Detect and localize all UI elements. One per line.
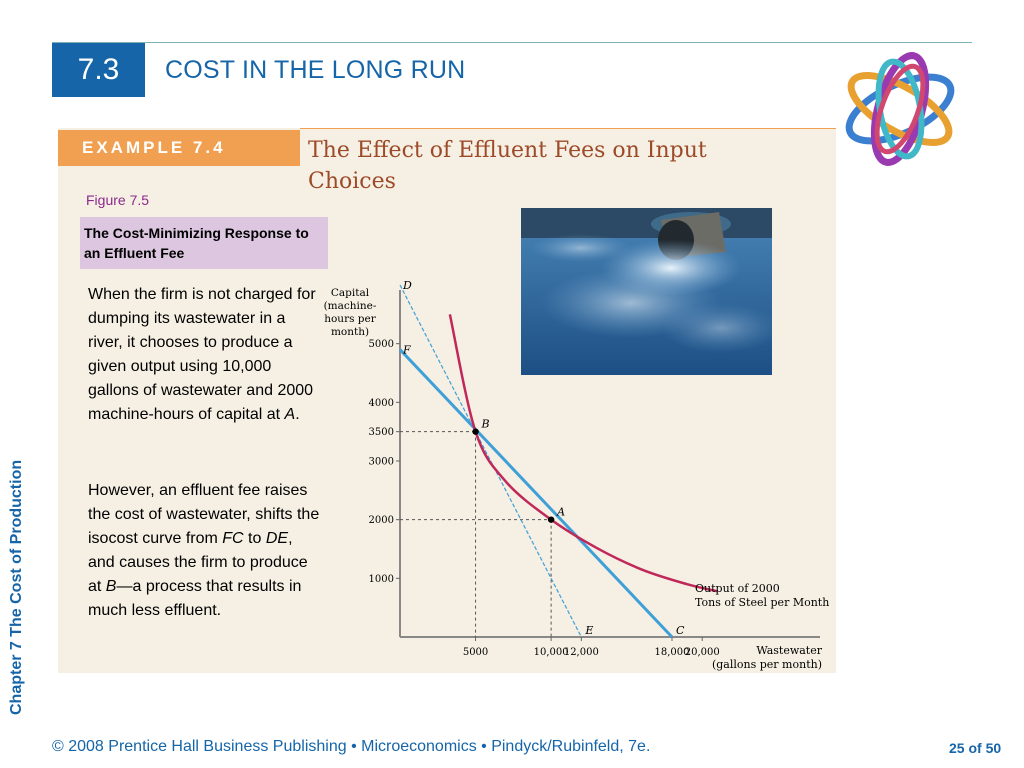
x-axis-title-line: Wastewater xyxy=(756,644,822,657)
isocost-line-de xyxy=(399,284,582,638)
y-axis-title-line: (machine- xyxy=(324,300,377,312)
para2-italic-FC: FC xyxy=(222,530,244,547)
chart-point-label: B xyxy=(481,418,490,431)
y-axis-title-line: month) xyxy=(331,326,369,338)
y-tick-label: 4000 xyxy=(369,398,394,409)
y-tick-label: 2000 xyxy=(369,515,394,526)
isoquant-curve xyxy=(448,314,718,593)
y-tick-label: 3000 xyxy=(369,457,394,468)
para1-text: When the firm is not charged for dumping… xyxy=(88,286,316,423)
para2-text-3: , and causes the firm to produce at xyxy=(88,530,308,595)
y-tick-label: 3500 xyxy=(369,427,394,438)
chapter-side-label: Chapter 7 The Cost of Production xyxy=(8,459,25,715)
body-paragraph-2: However, an effluent fee raises the cost… xyxy=(88,479,320,623)
x-tick-label: 10,000 xyxy=(534,647,569,658)
example-title: The Effect of Effluent Fees on Input Cho… xyxy=(308,138,707,194)
chart-point-a xyxy=(547,516,555,523)
body-paragraph-1: When the firm is not charged for dumping… xyxy=(88,283,320,427)
x-tick-label: 5000 xyxy=(463,647,488,658)
section-number-badge: 7.3 xyxy=(52,43,145,97)
footer-citation: © 2008 Prentice Hall Business Publishing… xyxy=(52,738,651,755)
header-rule xyxy=(52,42,972,43)
isoquant-label-line: Tons of Steel per Month xyxy=(695,596,829,609)
chart-point-label: A xyxy=(556,506,565,519)
wastewater-pipe-photo xyxy=(521,208,772,375)
x-tick-label: 20,000 xyxy=(685,647,720,658)
endpoint-label-c: C xyxy=(676,624,685,637)
example-tab: EXAMPLE 7.4 xyxy=(58,130,300,166)
interlocking-rings-logo xyxy=(845,52,955,166)
y-tick-label: 1000 xyxy=(369,574,394,585)
slide-title: COST IN THE LONG RUN xyxy=(165,56,466,84)
page-counter: 25 of 50 xyxy=(949,740,1002,756)
para2-text-4: —a process that results in much less eff… xyxy=(88,578,302,619)
effluent-fee-chart: 1000 2000 3000 3500 4000 5000 5000 10,00012,000… xyxy=(324,280,830,671)
endpoint-label-e: E xyxy=(584,624,593,637)
para2-italic-B: B xyxy=(105,578,117,595)
para2-text-1: However, an effluent fee raises the cost… xyxy=(88,482,320,547)
isocost-line-fc xyxy=(398,348,674,639)
y-tick-label: 5000 xyxy=(369,339,394,350)
x-tick-label: 12,000 xyxy=(564,647,599,658)
example-rule xyxy=(300,128,836,129)
figure-caption: The Cost-Minimizing Response to an Efflu… xyxy=(80,217,328,269)
isoquant-label-line: Output of 2000 xyxy=(695,582,780,595)
x-axis-title-line: (gallons per month) xyxy=(712,658,822,671)
para2-italic-DE: DE xyxy=(265,530,289,547)
y-axis-title-line: Capital xyxy=(331,287,370,299)
para1-italic-A: A xyxy=(284,406,296,423)
para2-text-2: to xyxy=(243,530,266,547)
para1-end: . xyxy=(295,406,300,423)
x-tick-label: 18,000 xyxy=(655,647,690,658)
endpoint-label-d: D xyxy=(402,280,412,292)
endpoint-label-f: F xyxy=(402,344,411,357)
figure-number: Figure 7.5 xyxy=(86,192,150,208)
chart-point-b xyxy=(472,428,479,435)
y-axis-title-line: hours per xyxy=(324,313,377,325)
